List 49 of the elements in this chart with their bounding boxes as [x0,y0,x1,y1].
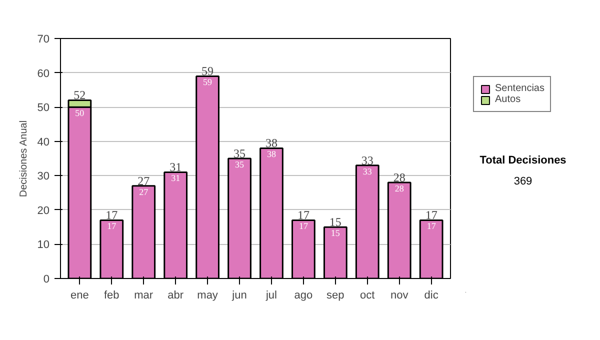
data-label: 17 [298,221,308,232]
data-label: 33 [362,166,372,176]
y-tick-label: 30 [37,170,50,183]
total-label: 35 [234,146,246,160]
total-label: 17 [297,208,310,222]
y-tick-label: 50 [37,102,50,114]
y-tick-label: 20 [37,204,50,217]
total-label: 27 [138,174,150,188]
total-label: 52 [74,88,86,102]
data-label: 38 [266,149,276,160]
y-tick-label: 60 [37,68,50,80]
data-label: 35 [235,160,245,170]
text: 369 [514,176,532,188]
total-label: 28 [393,170,406,184]
x-tick-label: jul [264,290,277,302]
x-tick-label: abr [168,290,184,302]
x-tick-label: ago [294,290,313,302]
x-tick-label: ene [70,290,89,302]
data-label: 59 [203,77,213,88]
total-label: 38 [265,136,278,150]
x-tick-label: dic [424,290,439,302]
y-tick-label: 0 [43,274,50,286]
total-label: 33 [361,153,374,168]
legend-label: Autos [495,94,521,105]
x-tick-label: feb [104,290,120,302]
y-tick-label: 10 [37,239,50,252]
total-label: 15 [329,215,342,230]
total-label: 31 [170,160,182,174]
text: Total Decisiones [480,154,566,166]
x-tick-label: oct [360,290,375,302]
data-label: 15 [330,228,340,238]
total-label: 17 [425,208,438,222]
y-axis-title: Decisiones Anual [18,120,30,198]
data-label: 50 [75,108,85,118]
data-label: 31 [171,173,180,184]
legend-label: Sentencias [495,83,544,94]
data-label: 17 [426,221,436,232]
x-tick-label: jun [231,290,247,302]
data-label: 27 [139,186,149,197]
x-tick-label: sep [326,290,344,302]
data-label: 28 [394,184,404,194]
total-label: 17 [106,208,118,222]
x-tick-label: nov [390,290,409,302]
data-label: 17 [107,221,117,232]
total-label: 59 [202,64,214,78]
x-tick-label: mar [134,290,154,302]
y-tick-label: 70 [37,34,50,46]
x-tick-label: may [197,290,218,302]
y-tick-label: 40 [37,136,50,148]
